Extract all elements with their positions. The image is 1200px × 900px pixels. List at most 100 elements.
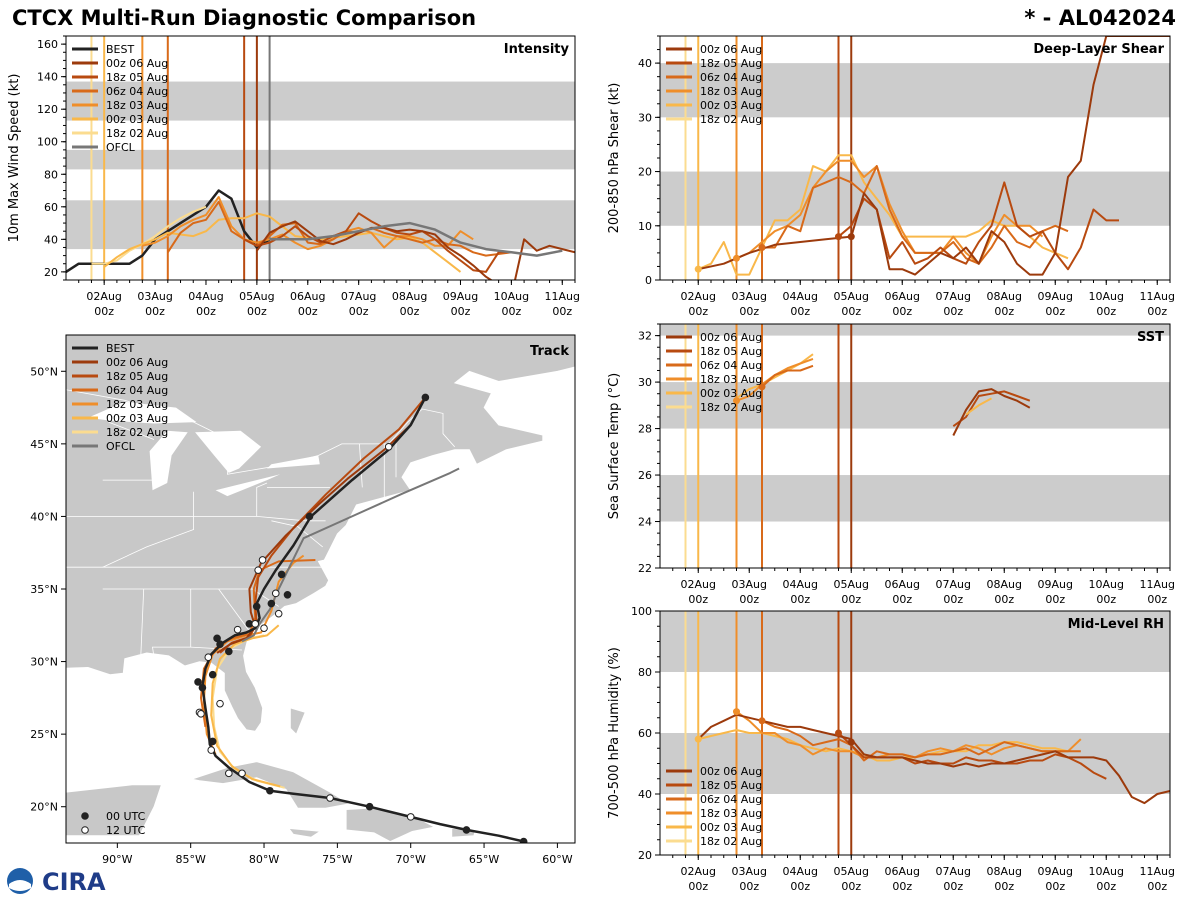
intensity-legend-label: 00z 03 Aug	[106, 113, 168, 126]
sst-ytick-label: 28	[638, 423, 652, 436]
rh-ylabel: 700-500 hPa Humidity (%)	[607, 647, 622, 819]
rh-panel-title: Mid-Level RH	[1068, 617, 1164, 632]
track-legend-label: 18z 03 Aug	[106, 398, 168, 411]
rh-init-marker	[733, 708, 740, 716]
rh-legend-label: 00z 03 Aug	[700, 821, 762, 834]
sst-ytick-label: 24	[638, 516, 652, 529]
track-legend-label: BEST	[106, 342, 134, 355]
sst-legend-label: 18z 03 Aug	[700, 373, 762, 386]
track-point-12utc	[251, 620, 260, 628]
shear-series-line	[698, 235, 852, 271]
sst-xtick-hour: 00z	[739, 593, 759, 606]
state-border	[66, 389, 455, 475]
track-point-12utc	[197, 710, 205, 718]
sst-xtick-hour: 00z	[1147, 593, 1167, 606]
track-lon-label: 85°W	[175, 853, 205, 866]
intensity-xtick-date: 04Aug	[188, 290, 223, 303]
intensity-ytick-label: 40	[44, 233, 58, 246]
rh-xtick-date: 03Aug	[732, 865, 767, 878]
sst-init-marker	[758, 383, 766, 391]
track-point-00utc	[283, 591, 292, 599]
rh-init-marker	[835, 729, 842, 737]
track-point-00utc	[225, 647, 233, 656]
figure-title: CTCX Multi-Run Diagnostic Comparison	[12, 6, 477, 30]
rh-xtick-hour: 00z	[1045, 880, 1065, 893]
shear-xtick-date: 05Aug	[834, 290, 869, 303]
track-lon-label: 60°W	[542, 853, 572, 866]
track-point-12utc	[204, 653, 213, 662]
sst-xtick-date: 09Aug	[1038, 578, 1073, 591]
track-lat-label: 25°N	[30, 728, 58, 741]
rh-legend-label: 18z 02 Aug	[700, 835, 762, 848]
track-point-12utc	[225, 769, 233, 778]
shear-xtick-hour: 00z	[841, 305, 861, 318]
rh-xtick-date: 09Aug	[1038, 865, 1073, 878]
track-marker-legend-swatch	[81, 826, 89, 834]
sst-series-line	[965, 397, 992, 416]
intensity-legend-label: OFCL	[106, 141, 136, 154]
intensity-legend-label: 18z 02 Aug	[106, 127, 168, 140]
rh-legend-label: 18z 03 Aug	[700, 807, 762, 820]
track-point-12utc	[326, 794, 334, 802]
intensity-xtick-hour: 00z	[501, 305, 521, 318]
shear-band	[660, 63, 1170, 118]
track-point-12utc	[274, 609, 283, 618]
track-chart: 20°N 25°N 30°N 35°N 40°N 45°N 50°N 90°W 85°W 80°W…	[30, 334, 576, 866]
track-point-12utc	[233, 625, 242, 634]
shear-panel-title: Deep-Layer Shear	[1033, 42, 1164, 57]
track-legend-label: 18z 05 Aug	[106, 370, 168, 383]
track-map-area	[66, 335, 575, 843]
state-border	[102, 491, 195, 568]
track-legend-label: 06z 04 Aug	[106, 384, 168, 397]
rh-xtick-hour: 00z	[1096, 880, 1116, 893]
intensity-ytick-label: 100	[37, 136, 58, 149]
rh-ytick-label: 80	[638, 666, 652, 679]
intensity-xtick-date: 06Aug	[290, 290, 325, 303]
sst-xtick-hour: 00z	[943, 593, 963, 606]
track-marker-legend-label: 00 UTC	[106, 810, 146, 823]
rh-ytick-label: 60	[638, 727, 652, 740]
sst-chart: 22 24 26 28 30 32 02Aug 00z 03Aug 00z 04Aug 00z 05Au…	[607, 323, 1175, 606]
track-point-00utc	[208, 670, 217, 679]
sst-xtick-hour: 00z	[1045, 593, 1065, 606]
sst-panel-title: SST	[1137, 330, 1164, 345]
shear-xtick-hour: 00z	[892, 305, 912, 318]
shear-series-line	[697, 154, 1069, 276]
intensity-xtick-hour: 00z	[196, 305, 216, 318]
intensity-xtick-hour: 00z	[451, 305, 471, 318]
track-model-line	[210, 624, 281, 788]
state-border	[108, 421, 155, 440]
track-point-12utc	[238, 769, 246, 778]
sst-xtick-hour: 00z	[892, 593, 912, 606]
intensity-xtick-date: 02Aug	[86, 290, 121, 303]
shear-xtick-hour: 00z	[943, 305, 963, 318]
track-point-12utc	[406, 813, 415, 821]
shear-legend-label: 00z 03 Aug	[700, 99, 762, 112]
sst-band	[660, 382, 1170, 429]
intensity-legend-label: 06z 04 Aug	[106, 85, 168, 98]
rh-xtick-hour: 00z	[739, 880, 759, 893]
rh-xtick-hour: 00z	[688, 880, 708, 893]
track-point-00utc	[208, 737, 217, 746]
rh-xtick-date: 07Aug	[936, 865, 971, 878]
intensity-xtick-date: 10Aug	[494, 290, 529, 303]
sst-xtick-hour: 00z	[994, 593, 1014, 606]
intensity-series-line	[243, 212, 512, 273]
shear-xtick-date: 09Aug	[1038, 290, 1073, 303]
track-point-00utc	[305, 512, 314, 521]
shear-xtick-hour: 00z	[688, 305, 708, 318]
sst-ytick-label: 22	[638, 562, 652, 575]
intensity-xtick-date: 11Aug	[545, 290, 580, 303]
track-point-00utc	[252, 602, 261, 611]
shear-legend-label: 18z 05 Aug	[700, 57, 762, 70]
cira-logo-text: CIRA	[42, 868, 106, 896]
track-point-00utc	[194, 678, 202, 686]
intensity-xtick-hour: 00z	[145, 305, 165, 318]
intensity-xtick-date: 05Aug	[239, 290, 274, 303]
sst-xtick-hour: 00z	[841, 593, 861, 606]
intensity-ytick-label: 20	[44, 266, 58, 279]
rh-ytick-label: 100	[631, 605, 652, 618]
intensity-legend-label: 18z 05 Aug	[106, 71, 168, 84]
